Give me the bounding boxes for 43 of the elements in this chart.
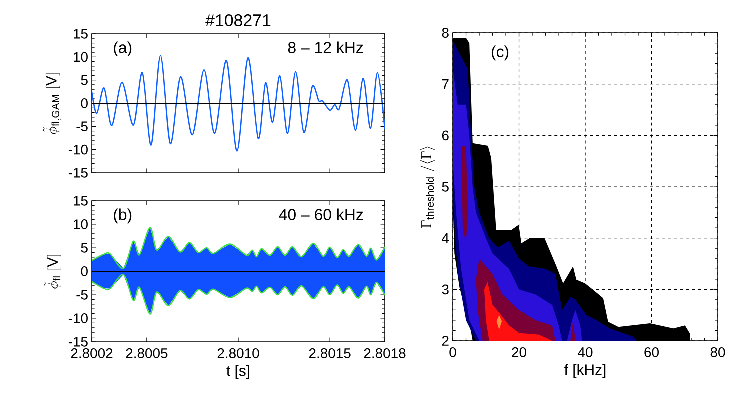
- x-tick-label: 60: [644, 348, 659, 358]
- x-tick-label: 2.8015: [309, 348, 351, 358]
- y-tick-label: -15: [68, 337, 88, 347]
- x-tick-label: 20: [512, 348, 526, 358]
- y-tick-label: 2: [442, 336, 449, 346]
- y-axis-title: $\Gamma_{\mathrm{threshold}}\ /\langle\Gamma\rangle$: [420, 146, 435, 228]
- annotation: (a): [114, 42, 132, 57]
- y-tick-label: 4: [442, 234, 450, 244]
- y-tick-label: 15: [74, 29, 88, 39]
- x-tick-label: 2.8005: [126, 348, 168, 358]
- x-tick-label: 2.8018: [364, 348, 406, 358]
- chart-title: #108271: [206, 14, 271, 27]
- y-axis-title: $\tilde{\phi}_{\mathrm{fl}}\ [\mathrm{V}]$: [44, 255, 62, 289]
- y-tick-label: 8: [442, 28, 449, 38]
- line-series: [92, 55, 386, 152]
- y-tick-label: 7: [442, 80, 449, 90]
- x-axis-title: t [s]: [226, 365, 250, 380]
- annotation: (c): [492, 46, 509, 61]
- y-tick-label: 5: [442, 182, 449, 192]
- y-tick-label: 5: [81, 75, 88, 86]
- y-tick-label: 5: [81, 243, 88, 253]
- y-tick-label: 0: [81, 266, 88, 276]
- x-tick-label: 80: [710, 348, 726, 358]
- y-tick-label: 6: [442, 130, 449, 141]
- y-tick-label: 15: [74, 196, 88, 206]
- y-tick-label: -10: [68, 144, 88, 155]
- x-tick-label: 2.8010: [218, 348, 260, 358]
- annotation: 40 – 60 kHz: [279, 208, 364, 220]
- x-tick-label: 2.8002: [71, 348, 113, 358]
- x-tick-label: 0: [450, 348, 456, 358]
- y-tick-label: 3: [442, 284, 449, 295]
- y-tick-label: 0: [81, 98, 88, 108]
- y-tick-label: -15: [68, 168, 88, 178]
- annotation: (b): [114, 208, 132, 224]
- y-tick-label: -5: [76, 290, 88, 300]
- x-tick-label: 40: [578, 348, 593, 358]
- y-tick-label: -5: [76, 122, 88, 132]
- annotation: 8 – 12 kHz: [288, 42, 364, 54]
- y-tick-label: 10: [74, 52, 88, 62]
- x-axis-title: f [kHz]: [564, 364, 606, 378]
- y-tick-label: -10: [68, 314, 88, 324]
- y-tick-label: 10: [74, 220, 88, 230]
- y-axis-title: $\tilde{\phi}_{\mathrm{fl,GAM}}\ [\mathrm{V}]$: [43, 74, 62, 134]
